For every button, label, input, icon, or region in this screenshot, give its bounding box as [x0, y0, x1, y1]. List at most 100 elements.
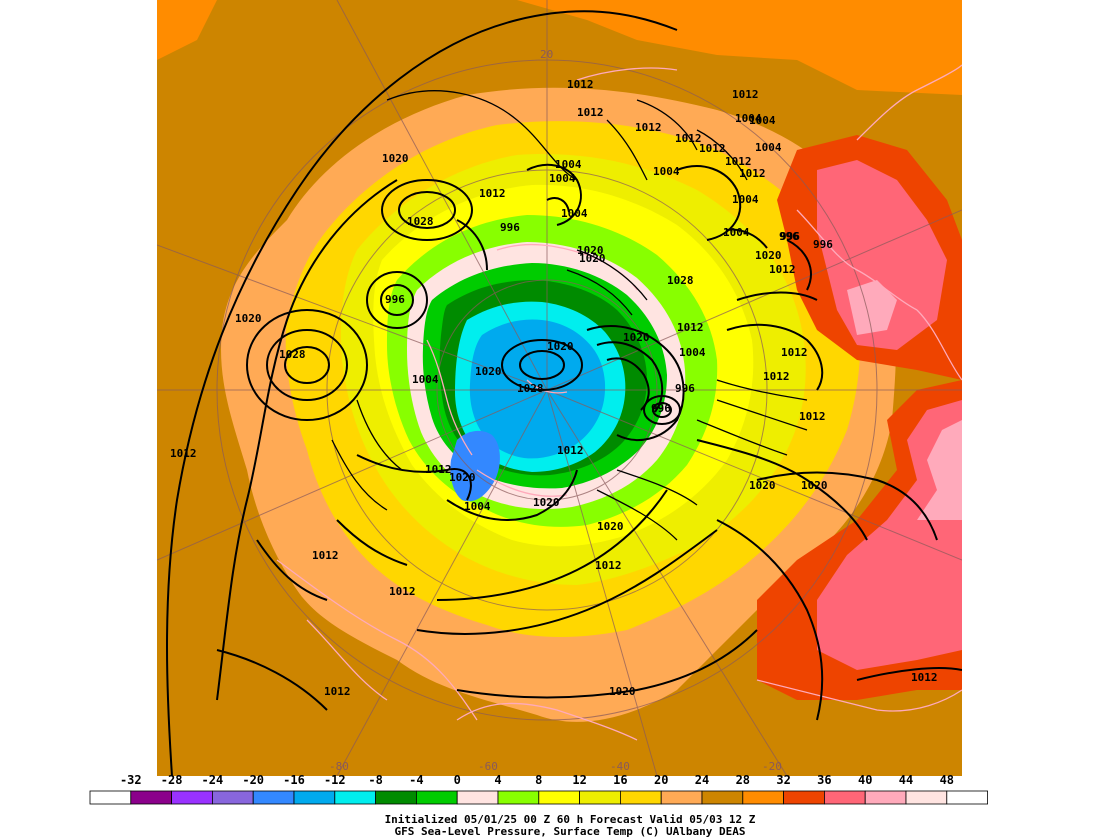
isobar-label: 1020 — [579, 252, 606, 265]
colorbar-label: 36 — [817, 773, 831, 787]
caption-line-2: GFS Sea-Level Pressure, Surface Temp (C)… — [394, 825, 746, 838]
temp-zone-orange-ne — [517, 0, 962, 95]
colorbar-swatch — [864, 790, 907, 805]
temp-zone-40-ne — [847, 280, 897, 335]
colorbar-label: 8 — [535, 773, 542, 787]
isobar-label: 1012 — [725, 155, 752, 168]
grid-labels: 20 -60 -40 -20 -80 — [329, 48, 782, 773]
isobar-label: 1020 — [533, 496, 560, 509]
isobar-label: 996 — [813, 238, 833, 251]
isobar-label: 1012 — [739, 167, 766, 180]
colorbar-swatch — [905, 790, 948, 805]
isobar-label: 1012 — [479, 187, 506, 200]
isobar-label: 996 — [500, 221, 520, 234]
isobar-label: 1020 — [755, 249, 782, 262]
colorbar-swatches — [89, 790, 988, 805]
map-caption: Initialized 05/01/25 00 Z 60 h Forecast … — [0, 814, 1120, 838]
isobar-label: 1012 — [577, 106, 604, 119]
isobar-label: 1012 — [769, 263, 796, 276]
isobar-label: 1004 — [561, 207, 588, 220]
isobar-label: 1020 — [597, 520, 624, 533]
colorbar-swatch — [171, 790, 213, 805]
weather-map: 1012 1012 1012 1004 1004 1012 1012 1004 … — [157, 0, 962, 776]
colorbar-label: 12 — [572, 773, 586, 787]
colorbar-swatch — [89, 790, 132, 805]
isobar-label: 1012 — [425, 463, 452, 476]
isobar-label: 1012 — [312, 549, 339, 562]
isobar-label: 1020 — [547, 340, 574, 353]
colorbar-label: 44 — [899, 773, 913, 787]
isobar-label: 1028 — [279, 348, 306, 361]
isobar-label: 1004 — [555, 158, 582, 171]
temp-zone-36-ne — [817, 160, 947, 350]
colorbar-label: -8 — [368, 773, 382, 787]
isobar-label: 1020 — [449, 471, 476, 484]
colorbar-swatch — [620, 790, 662, 805]
colorbar-label: 48 — [940, 773, 954, 787]
caption-line-1: Initialized 05/01/25 00 Z 60 h Forecast … — [384, 813, 756, 826]
colorbar-swatch — [946, 790, 988, 805]
temp-zone-orange-n — [157, 0, 217, 60]
isobar-label: 1012 — [635, 121, 662, 134]
colorbar-label: 0 — [454, 773, 461, 787]
colorbar-swatch — [293, 790, 336, 805]
colorbar-swatch — [783, 790, 825, 805]
colorbar-swatch — [375, 790, 417, 805]
isobar-label: 1020 — [475, 365, 502, 378]
colorbar-swatch — [497, 790, 540, 805]
isobar-label: 1012 — [170, 447, 197, 460]
isobar-label: 1012 — [595, 559, 622, 572]
temp-zone-36-east — [817, 400, 962, 670]
isobar-label: 1012 — [567, 78, 594, 91]
grid-label: -80 — [329, 760, 349, 773]
isobar-label: 1020 — [609, 685, 636, 698]
colorbar-labels: -32 -28 -24 -20 -16 -12 -8 -4 0 4 8 12 16 20 24 28 32 36 4… — [120, 773, 954, 787]
isobar-label: 1020 — [382, 152, 409, 165]
isobar-label: 1012 — [324, 685, 351, 698]
isobar-label: 1020 — [577, 244, 604, 257]
isobar-label: 1004 — [735, 112, 762, 125]
isobar-label: 1012 — [781, 346, 808, 359]
colorbar-label: 32 — [776, 773, 790, 787]
colorbar-swatch — [252, 790, 295, 805]
isobar-labels: 1012 1012 1012 1004 1004 1012 1012 1004 … — [170, 78, 938, 698]
colorbar-label: -16 — [283, 773, 305, 787]
isobar-label: 1004 — [679, 346, 706, 359]
grid-label: -60 — [478, 760, 498, 773]
colorbar-swatch — [415, 790, 458, 805]
isobar-label: 1004 — [732, 193, 759, 206]
isobar-label: 1028 — [517, 382, 544, 395]
temp-zone-neg16 — [450, 430, 500, 502]
colorbar-swatch — [824, 790, 866, 805]
isobar-label: 1012 — [763, 370, 790, 383]
isobar-label: 1020 — [749, 479, 776, 492]
map-canvas: 1012 1012 1012 1004 1004 1012 1012 1004 … — [157, 0, 962, 776]
grid-label: -40 — [610, 760, 630, 773]
isobar-label: 1004 — [723, 226, 750, 239]
temp-zone-40-east — [917, 420, 962, 520]
isobar-label: 1012 — [911, 671, 938, 684]
isobar-label: 1012 — [677, 321, 704, 334]
isobar-label: 1004 — [464, 500, 491, 513]
colorbar-label: 24 — [695, 773, 709, 787]
isobar-label: 1012 — [675, 132, 702, 145]
isobar-label: 996 — [780, 230, 800, 243]
isobar-label: 1004 — [755, 141, 782, 154]
colorbar-swatch — [130, 790, 173, 805]
isobar-label: 1012 — [732, 88, 759, 101]
colorbar-label: 20 — [654, 773, 668, 787]
isobar-label: 1020 — [801, 479, 828, 492]
colorbar-swatch — [701, 790, 744, 805]
colorbar-label: 16 — [613, 773, 627, 787]
isobar-label: 996 — [779, 230, 799, 243]
isobar-label: 1004 — [412, 373, 439, 386]
colorbar-label: -28 — [161, 773, 183, 787]
colorbar-label: -24 — [202, 773, 224, 787]
isobar-label: 996 — [651, 402, 671, 415]
isobar-label: 996 — [385, 293, 405, 306]
grid-label: 20 — [540, 48, 553, 61]
colorbar-swatch — [579, 790, 621, 805]
isobars-thin — [331, 90, 808, 541]
graticule — [157, 0, 962, 776]
isobar-label: 1028 — [667, 274, 694, 287]
